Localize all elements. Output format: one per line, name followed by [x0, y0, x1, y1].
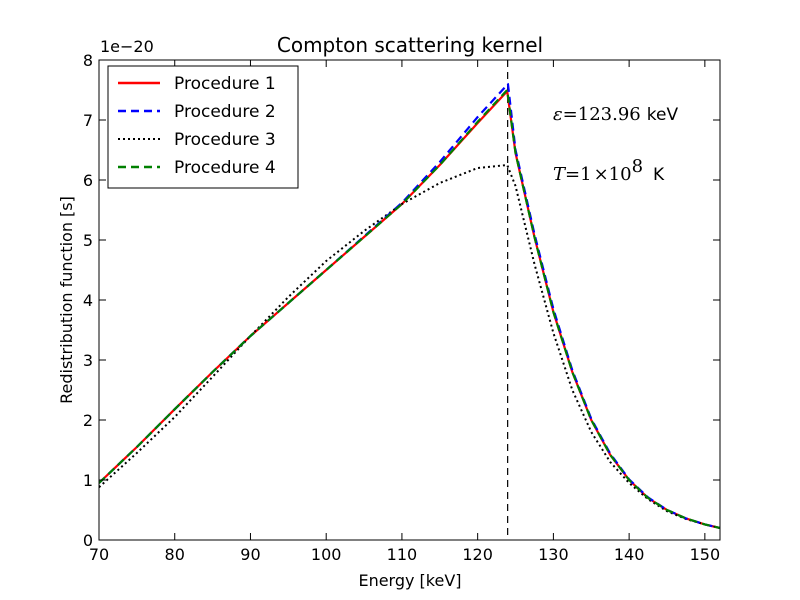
annotation-epsilon: ε=123.96 keV — [553, 104, 678, 125]
y-tick-label: 7 — [83, 111, 93, 130]
epsilon-value: 123.96 — [578, 104, 641, 125]
y-tick-label: 3 — [83, 351, 93, 370]
y-tick-label: 6 — [83, 171, 93, 190]
plot-area — [99, 60, 720, 540]
x-tick-label: 140 — [614, 545, 645, 564]
legend-label-procedure-3: Procedure 3 — [174, 130, 276, 150]
y-tick-label: 2 — [83, 411, 93, 430]
y-tick-label: 4 — [83, 291, 93, 310]
x-tick-label: 150 — [690, 545, 721, 564]
series-line-procedure-4 — [99, 88, 720, 530]
temperature-base: 10 — [609, 164, 632, 185]
temperature-times: × — [594, 164, 609, 185]
x-tick-label: 70 — [89, 545, 109, 564]
y-tick-label: 8 — [83, 51, 93, 70]
legend: Procedure 1 Procedure 2 Procedure 3 Procedu… — [107, 65, 299, 189]
epsilon-unit: keV — [647, 105, 679, 125]
x-tick-label: 90 — [240, 545, 260, 564]
temperature-exponent: 8 — [632, 156, 643, 177]
y-tick-label: 1 — [83, 471, 93, 490]
y-tick-label: 5 — [83, 231, 93, 250]
x-tick-label: 110 — [387, 545, 418, 564]
x-axis-label: Energy [keV] — [358, 571, 461, 590]
chart-title: Compton scattering kernel — [277, 33, 543, 57]
epsilon-symbol: ε — [553, 104, 563, 125]
temperature-eq: = — [565, 164, 580, 185]
legend-box — [107, 65, 299, 189]
legend-label-procedure-2: Procedure 2 — [174, 102, 276, 122]
epsilon-eq: = — [563, 104, 578, 125]
temperature-unit: K — [653, 165, 665, 185]
legend-label-procedure-1: Procedure 1 — [174, 74, 276, 94]
legend-label-procedure-4: Procedure 4 — [174, 158, 276, 178]
y-axis: 0 1 2 3 4 5 6 7 8 — [83, 51, 720, 550]
annotation-temperature: T=1 ×108 K — [553, 156, 665, 185]
x-tick-label: 120 — [462, 545, 493, 564]
y-tick-label: 0 — [83, 531, 93, 550]
temperature-mantissa: 1 — [580, 164, 591, 185]
x-tick-label: 80 — [165, 545, 185, 564]
x-tick-label: 100 — [311, 545, 342, 564]
y-offset-text: 1e−20 — [100, 37, 154, 56]
x-tick-label: 130 — [538, 545, 569, 564]
x-axis: 70 80 90 100 110 120 130 140 150 — [89, 60, 720, 564]
series-line-procedure-3 — [99, 164, 720, 529]
temperature-symbol: T — [553, 164, 567, 185]
y-axis-label: Redistribution function [s] — [57, 196, 76, 404]
